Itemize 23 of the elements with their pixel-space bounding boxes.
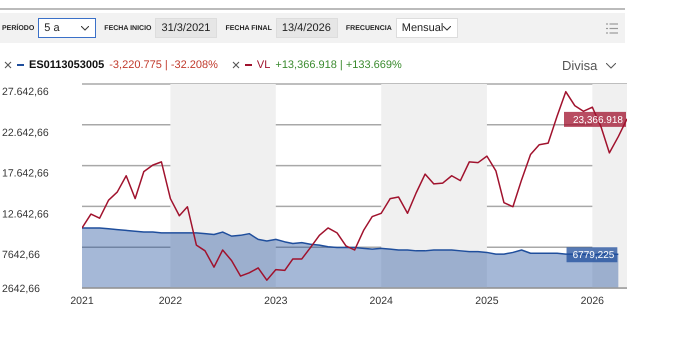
text: +13,366.918 | +133.669%	[275, 59, 402, 71]
x-tick-label: 2024	[370, 295, 394, 307]
legend-label: ES0113053005	[29, 59, 104, 71]
y-tick-label: 2642,66	[2, 283, 40, 295]
x-tick-label: 2022	[158, 295, 182, 307]
y-tick-label: 27.642,66	[2, 86, 49, 98]
y-tick-label: 22.642,66	[2, 126, 49, 139]
annotation: 6779,225	[572, 250, 615, 262]
text: Divisa	[562, 58, 598, 73]
y-tick-label: 7642,66	[2, 249, 40, 262]
x-tick-label: 2026	[580, 295, 604, 307]
text: VL	[256, 59, 270, 71]
y-tick-label: 17.642,66	[2, 168, 49, 180]
text: 31/3/2021	[155, 18, 218, 38]
text: Mensual	[396, 18, 458, 38]
x-tick-label: 2025	[475, 295, 499, 307]
text: 13/4/2026	[276, 18, 338, 38]
y-tick-label: 12.642,66	[2, 208, 49, 220]
x-tick-label: 2023	[264, 295, 288, 307]
x-tick-label: 2021	[70, 295, 94, 307]
annotation: 23,366.918	[572, 114, 624, 126]
text: -3,220.775 | -32.208%	[109, 59, 218, 71]
text: 5 a	[38, 18, 96, 38]
